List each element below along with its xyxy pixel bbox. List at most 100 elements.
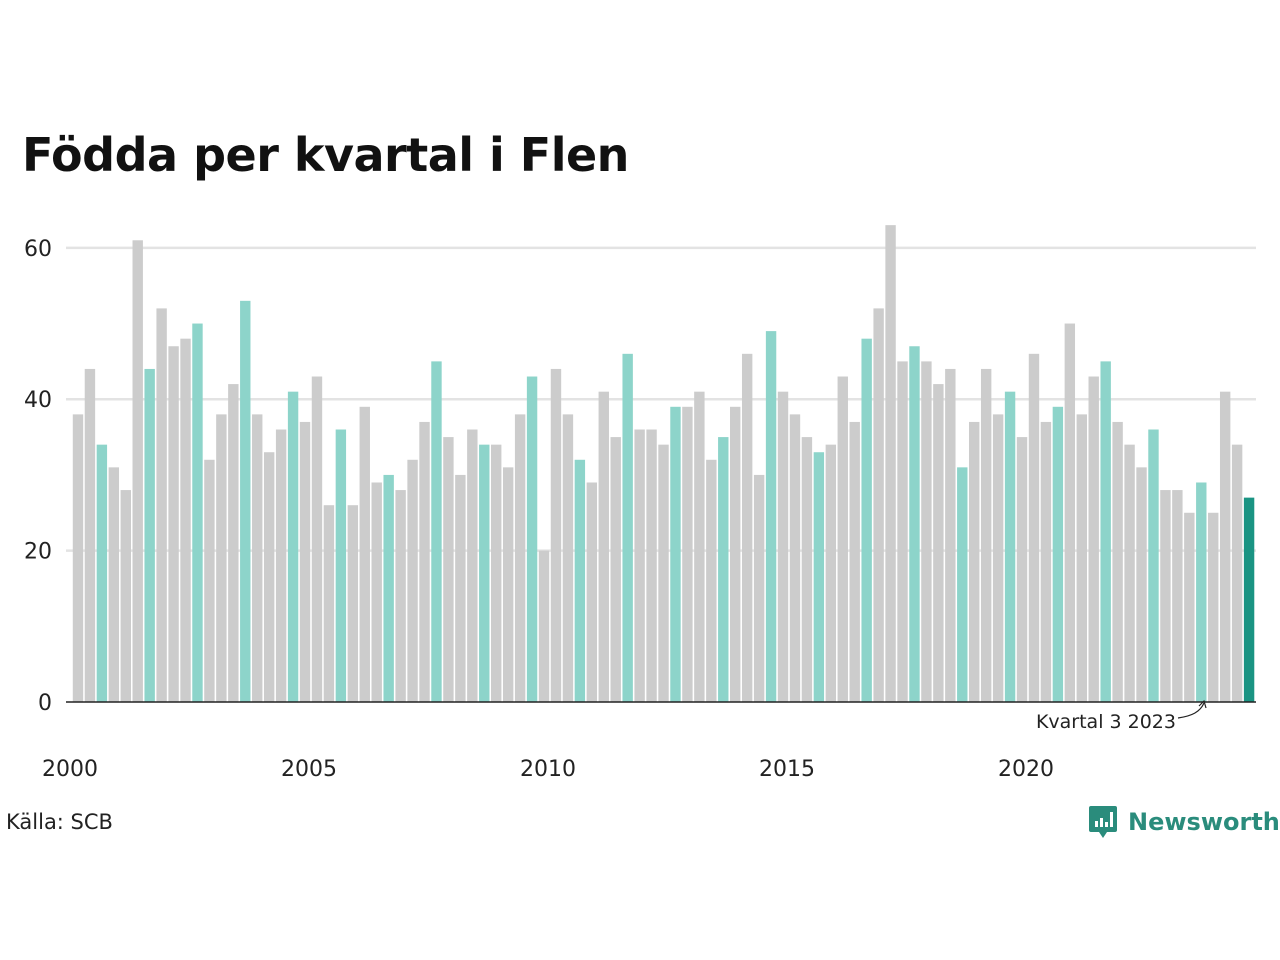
bar — [801, 437, 813, 702]
bar — [885, 225, 896, 702]
bar — [897, 361, 908, 702]
bar — [825, 444, 837, 702]
x-tick-label: 2020 — [998, 757, 1054, 782]
bar — [706, 459, 717, 702]
bar — [359, 406, 370, 702]
bar — [72, 414, 84, 702]
bar — [753, 474, 765, 702]
bar — [455, 474, 466, 702]
bar — [1016, 437, 1028, 702]
bar — [837, 376, 848, 702]
bar — [789, 414, 801, 702]
bar — [921, 361, 932, 702]
bars — [72, 225, 1255, 702]
bar — [240, 300, 251, 702]
bar — [933, 384, 944, 702]
bar — [1076, 414, 1087, 702]
bar — [646, 429, 657, 702]
bar — [1124, 444, 1135, 702]
bar — [682, 406, 693, 702]
bar — [299, 421, 311, 702]
bar — [526, 376, 538, 702]
bar — [1100, 361, 1111, 702]
bar — [741, 353, 753, 702]
bar — [180, 338, 191, 702]
bar — [108, 467, 120, 702]
bar — [275, 429, 287, 702]
bar — [634, 429, 645, 702]
bar — [813, 452, 825, 702]
bar — [658, 444, 669, 702]
bar — [407, 459, 418, 702]
bar — [670, 406, 681, 702]
bar — [204, 459, 215, 702]
bar — [1112, 421, 1123, 702]
bar — [323, 505, 335, 702]
bar — [969, 421, 980, 702]
bar — [156, 308, 167, 702]
bar — [718, 437, 729, 702]
annotation-arrowhead — [1198, 699, 1207, 709]
bar — [586, 482, 598, 702]
x-tick-label: 2000 — [42, 757, 98, 782]
bar — [777, 391, 789, 702]
bar — [168, 346, 179, 702]
bar — [957, 467, 968, 702]
bar — [252, 414, 263, 702]
y-tick-label: 60 — [24, 237, 52, 262]
bar — [335, 429, 347, 702]
bar — [84, 368, 96, 702]
source-note: Källa: SCB — [6, 810, 113, 834]
annotation-label: Kvartal 3 2023 — [1036, 711, 1176, 733]
y-tick-label: 0 — [38, 691, 52, 716]
bar — [383, 474, 394, 702]
bar — [419, 421, 430, 702]
bar — [945, 368, 956, 702]
bar — [1004, 391, 1016, 702]
x-tick-label: 2010 — [520, 757, 576, 782]
bar — [144, 368, 155, 702]
bar — [431, 361, 442, 702]
bar — [120, 490, 131, 702]
x-tick-label: 2015 — [759, 757, 815, 782]
bar — [467, 429, 478, 702]
bar — [598, 391, 609, 702]
bar — [1064, 323, 1076, 702]
bar — [694, 391, 705, 702]
newsworthy-logo: Newsworthy — [1088, 804, 1280, 840]
bar — [849, 421, 860, 702]
bar — [610, 437, 621, 702]
bar — [1219, 391, 1231, 702]
bar — [502, 467, 514, 702]
bar — [395, 490, 406, 702]
brand-name: Newsworthy — [1128, 808, 1280, 836]
bar — [550, 368, 562, 702]
bar — [263, 452, 275, 702]
bar — [980, 368, 992, 702]
bar — [1040, 421, 1052, 702]
bar — [1088, 376, 1099, 702]
bar — [287, 391, 299, 702]
y-tick-label: 40 — [24, 388, 52, 413]
bar — [538, 550, 550, 702]
bar — [1172, 490, 1183, 702]
bar — [347, 505, 359, 702]
bar — [192, 323, 203, 702]
bar — [574, 459, 586, 702]
chart-title: Födda per kvartal i Flen — [22, 128, 629, 182]
bar — [1052, 406, 1064, 702]
bar — [1160, 490, 1171, 702]
annotation-arrow — [1177, 702, 1205, 719]
bar — [216, 414, 227, 702]
bar — [765, 331, 777, 702]
bar — [479, 444, 490, 702]
bar — [1243, 497, 1255, 702]
bar — [514, 414, 526, 702]
bar — [992, 414, 1004, 702]
bar — [1028, 353, 1040, 702]
bar — [1231, 444, 1243, 702]
bar — [562, 414, 574, 702]
bar — [1184, 512, 1195, 702]
bar — [228, 384, 239, 702]
